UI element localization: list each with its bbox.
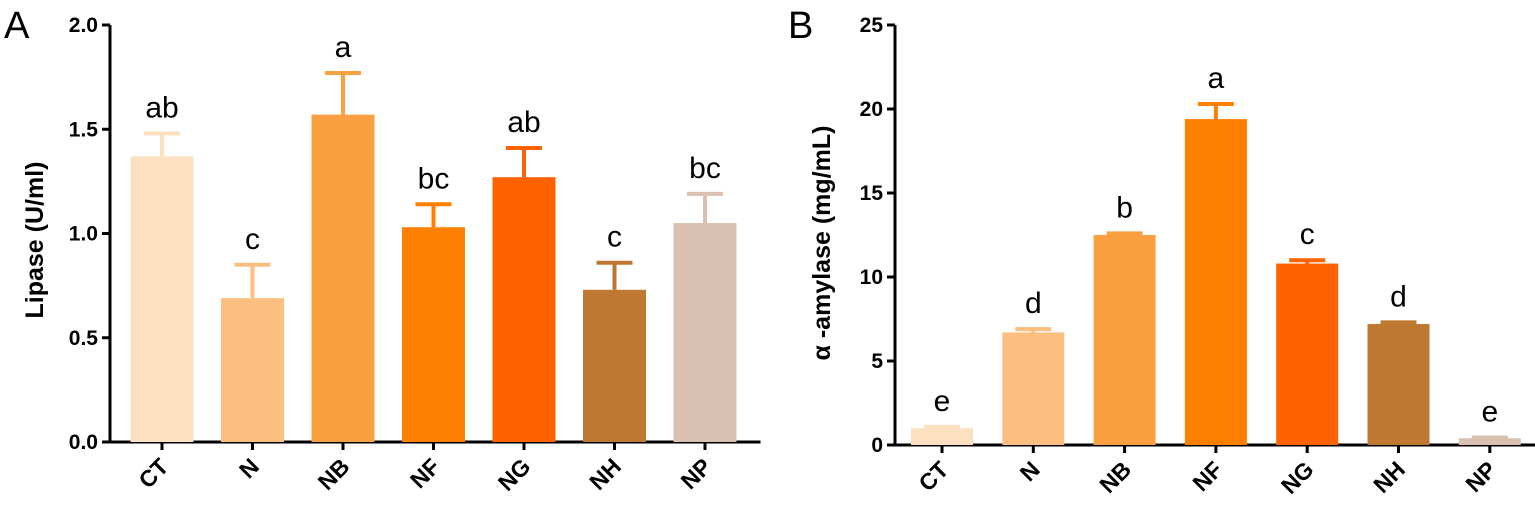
bar-NB <box>1093 235 1156 445</box>
significance-label-NB: a <box>335 31 352 64</box>
y-tick-label: 1.5 <box>69 118 99 141</box>
y-tick-label: 0.0 <box>69 431 98 454</box>
y-tick-label: 20 <box>860 98 883 121</box>
bar-CT <box>911 428 973 445</box>
category-label-N: N <box>1015 456 1045 486</box>
significance-label-NP: bc <box>689 152 721 185</box>
significance-label-NP: e <box>1481 395 1498 428</box>
category-label-NP: NP <box>676 453 717 494</box>
bar-NH <box>1367 324 1430 445</box>
bar-NG <box>492 177 556 442</box>
bar-NG <box>1276 263 1339 445</box>
category-label-NH: NH <box>584 453 626 495</box>
category-label-CT: CT <box>913 456 953 496</box>
significance-label-CT: e <box>934 385 951 418</box>
bar-CT <box>130 156 194 443</box>
category-label-NG: NG <box>493 453 536 496</box>
y-axis-label: Lipase (U/ml) <box>21 162 49 319</box>
significance-label-N: d <box>1025 287 1042 320</box>
y-tick-label: 25 <box>860 14 884 37</box>
category-label-NP: NP <box>1460 456 1501 497</box>
chart-panel-a: 0.0 0.5 1.0 1.5 2.0 Lipase (U/ml) ab CT c Na NB bc N… <box>21 14 761 496</box>
panel-label-b: B <box>788 5 813 47</box>
bar-NP <box>1458 438 1521 445</box>
bar-NF <box>402 227 465 442</box>
significance-label-NH: d <box>1390 280 1407 313</box>
category-label-NH: NH <box>1368 456 1410 498</box>
y-tick-label: 1.0 <box>69 223 98 246</box>
significance-label-NH: c <box>607 221 622 254</box>
y-tick-label: 2.0 <box>69 14 98 37</box>
y-tick-label: 10 <box>860 266 883 289</box>
y-tick-label: 5 <box>871 350 883 373</box>
category-label-CT: CT <box>133 453 173 493</box>
bar-NB <box>311 114 375 442</box>
y-tick-label: 0 <box>871 434 883 457</box>
significance-label-NG: ab <box>507 106 540 139</box>
bar-NH <box>583 289 646 442</box>
y-tick-label: 15 <box>860 182 884 205</box>
bar-N <box>221 298 284 442</box>
category-label-NB: NB <box>313 453 355 495</box>
category-label-NF: NF <box>1187 456 1227 496</box>
bar-NF <box>1184 119 1247 445</box>
y-tick-label: 0.5 <box>69 327 99 350</box>
significance-label-NG: c <box>1300 218 1315 251</box>
significance-label-NF: bc <box>418 162 450 195</box>
significance-label-N: c <box>245 223 260 256</box>
category-label-N: N <box>234 453 264 483</box>
category-label-NF: NF <box>405 453 445 493</box>
bar-N <box>1002 332 1065 445</box>
y-axis-label: α -amylase (mg/mL) <box>808 126 836 361</box>
significance-label-NB: b <box>1116 191 1133 224</box>
significance-label-CT: ab <box>145 91 178 124</box>
chart-panel-b: 0 5 10 15 20 25 α -amylase (mg/mL) e CT d Nb NB a NF c… <box>808 14 1535 499</box>
category-label-NG: NG <box>1276 456 1319 499</box>
panel-label-a: A <box>4 5 30 47</box>
significance-label-NF: a <box>1208 62 1225 95</box>
bar-NP <box>673 223 737 442</box>
category-label-NB: NB <box>1094 456 1136 498</box>
